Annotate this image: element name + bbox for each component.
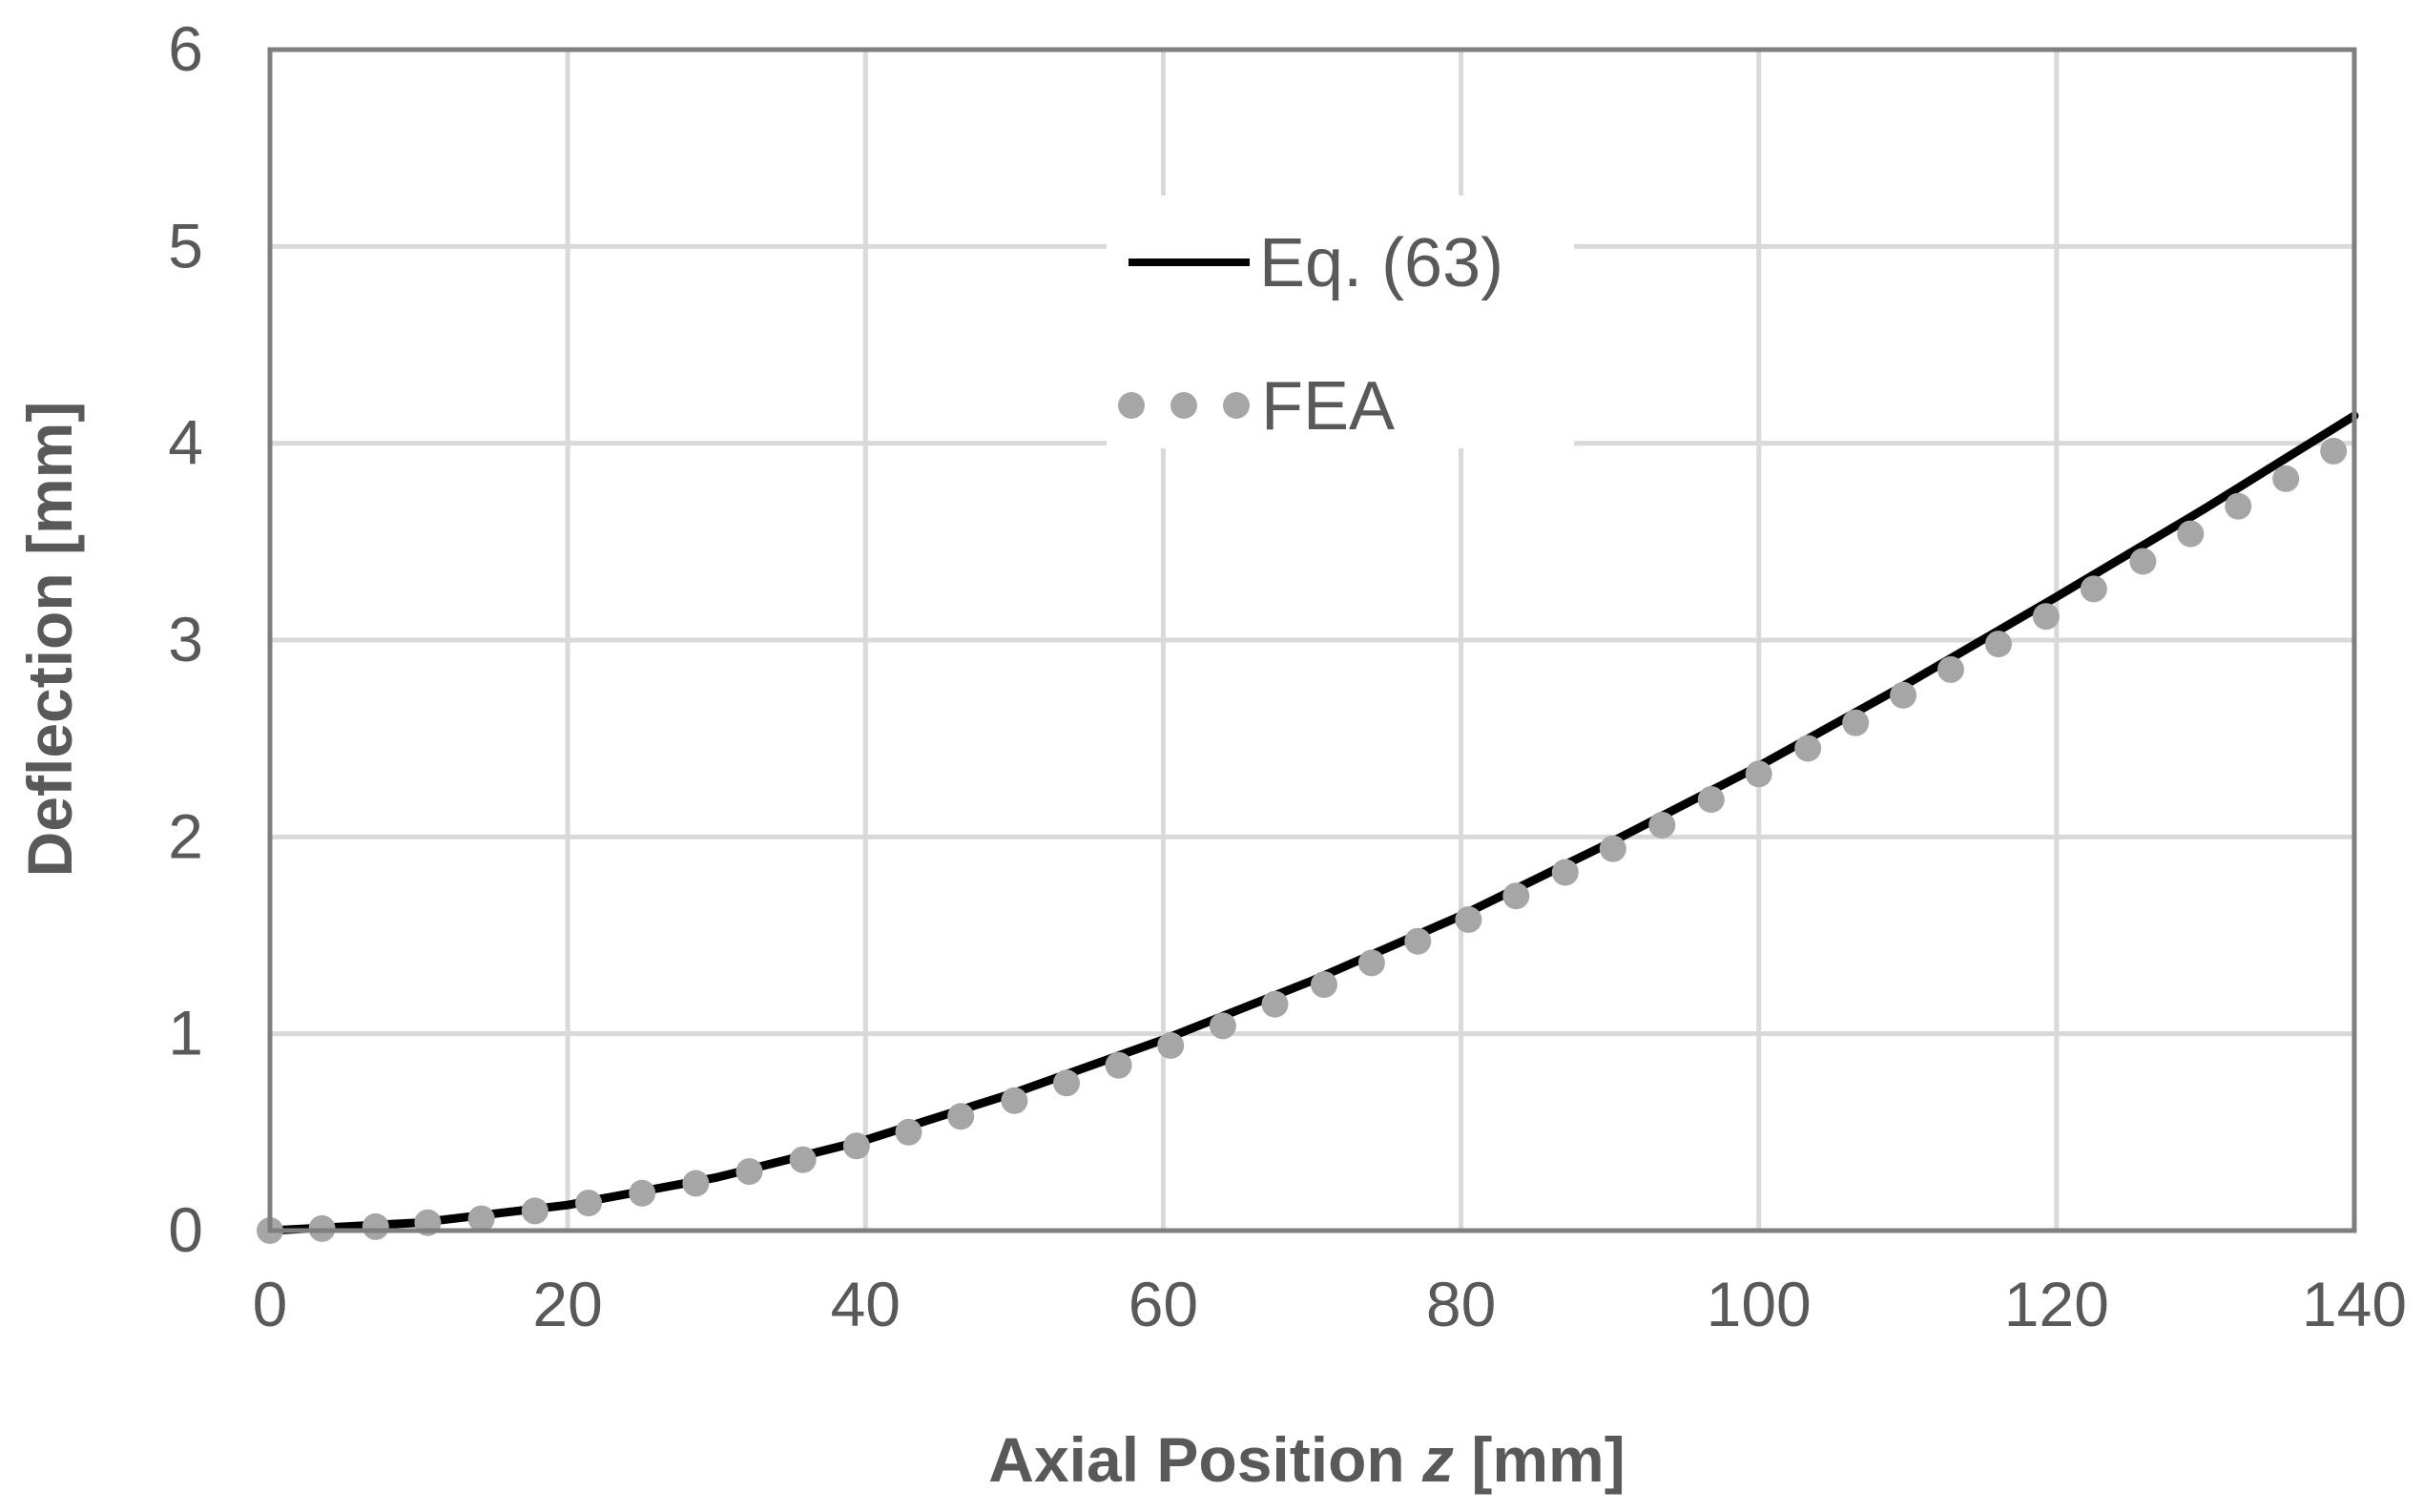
fea-data-point: [575, 1190, 602, 1217]
fea-data-point: [682, 1170, 710, 1197]
fea-data-point: [1937, 655, 1964, 683]
x-axis-title-text: Axial Position: [988, 1424, 1422, 1495]
fea-data-point: [1455, 906, 1482, 933]
fea-data-point: [2177, 520, 2205, 548]
fea-data-point: [1648, 812, 1676, 839]
legend-dot-swatch: [1170, 392, 1197, 419]
fea-data-point: [842, 1132, 870, 1160]
legend-entry-eq63: Eq. (63): [1259, 225, 1503, 301]
y-tick-label: 4: [168, 407, 203, 478]
fea-data-point: [1001, 1087, 1028, 1114]
fea-data-point: [2032, 603, 2060, 631]
fea-data-point: [467, 1205, 495, 1232]
x-tick-label: 40: [831, 1269, 901, 1339]
x-axis-title-variable: z: [1421, 1424, 1454, 1495]
y-tick-label: 0: [168, 1194, 203, 1265]
legend: Eq. (63) FEA: [1107, 196, 1574, 448]
y-tick-label: 6: [168, 13, 203, 84]
fea-data-point: [1985, 631, 2012, 658]
fea-data-point: [1157, 1032, 1185, 1059]
fea-data-point: [2272, 465, 2300, 492]
fea-data-point: [2129, 548, 2157, 575]
fea-data-point: [1842, 709, 1870, 736]
x-tick-label: 100: [1707, 1269, 1812, 1339]
fea-data-point: [1551, 859, 1579, 886]
x-tick-label: 80: [1426, 1269, 1496, 1339]
series-fea-points: [257, 437, 2348, 1244]
x-tick-label: 60: [1129, 1269, 1198, 1339]
fea-data-point: [1311, 971, 1337, 999]
legend-dot-swatch: [1118, 392, 1145, 419]
x-tick-label: 140: [2302, 1269, 2407, 1339]
x-tick-labels: 0 20 40 60 80 100 120 140: [253, 1269, 2407, 1339]
x-axis-title: Axial Position z [mm]: [988, 1424, 1625, 1495]
fea-data-point: [895, 1118, 922, 1146]
x-tick-label: 120: [2004, 1269, 2109, 1339]
fea-data-point: [1890, 681, 1917, 709]
fea-data-point: [2225, 492, 2252, 520]
y-axis-title: Deflection [mm]: [14, 402, 85, 878]
fea-data-point: [1745, 760, 1772, 788]
fea-data-point: [1105, 1051, 1132, 1079]
fea-data-point: [2080, 575, 2107, 603]
fea-data-point: [947, 1103, 975, 1130]
y-tick-labels: 0 1 2 3 4 5 6: [168, 13, 203, 1265]
fea-data-point: [521, 1197, 549, 1225]
fea-data-point: [362, 1212, 389, 1240]
fea-data-point: [2320, 437, 2348, 465]
fea-data-point: [629, 1179, 656, 1207]
fea-data-point: [1502, 882, 1530, 910]
fea-data-point: [1599, 835, 1626, 862]
x-tick-label: 20: [532, 1269, 602, 1339]
fea-data-point: [1404, 927, 1432, 955]
plot-area-frame: [267, 47, 2357, 1233]
y-tick-label: 5: [168, 210, 203, 280]
fea-data-point: [735, 1158, 763, 1186]
x-axis-title-unit: [mm]: [1454, 1424, 1626, 1495]
series-layer: [257, 411, 2359, 1244]
fea-data-point: [1209, 1012, 1236, 1040]
y-tick-label: 3: [168, 604, 203, 674]
legend-entry-fea: FEA: [1261, 368, 1395, 445]
fea-data-point: [1794, 735, 1822, 762]
fea-data-point: [1357, 949, 1385, 977]
fea-data-point: [1697, 786, 1725, 814]
fea-data-point: [1261, 990, 1289, 1018]
x-tick-label: 0: [253, 1269, 288, 1339]
legend-dot-swatch: [1223, 392, 1250, 419]
fea-data-point: [789, 1146, 817, 1173]
y-tick-label: 1: [168, 998, 203, 1068]
y-tick-label: 2: [168, 800, 203, 871]
fea-data-point: [1053, 1069, 1080, 1097]
